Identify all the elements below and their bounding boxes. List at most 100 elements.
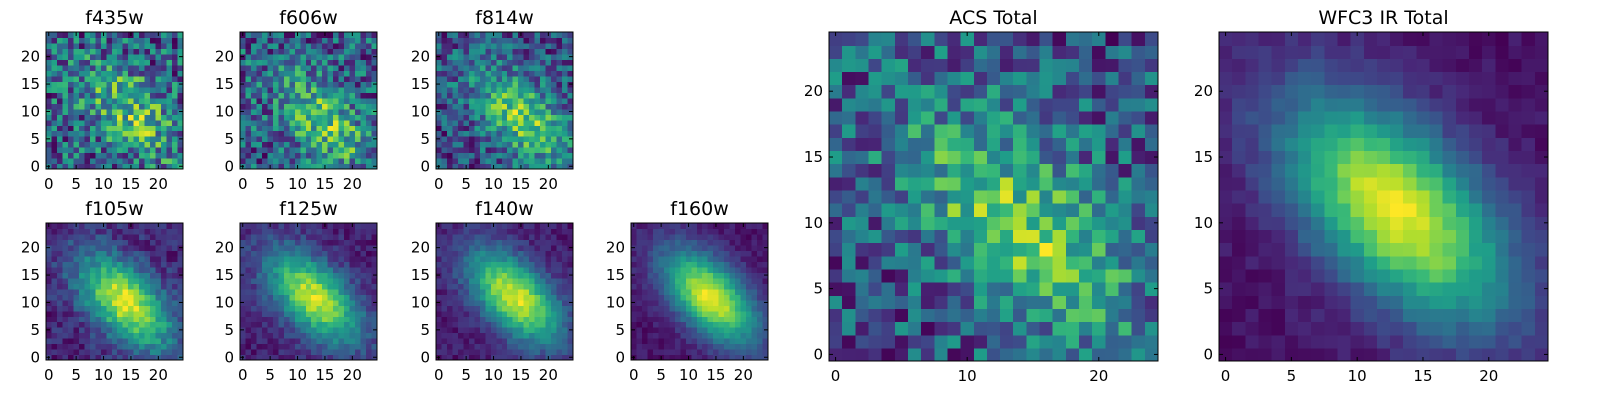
heatmap-cell [89, 283, 96, 290]
heatmap-cell [523, 305, 530, 312]
heatmap-cell [349, 81, 356, 88]
heatmap-cell [283, 114, 290, 121]
heatmap-cell [78, 354, 85, 361]
heatmap-cell [117, 130, 124, 137]
heatmap-cell [647, 272, 654, 279]
heatmap-cell [122, 327, 129, 334]
heatmap-cell [56, 48, 64, 55]
heatmap-cell [78, 125, 85, 132]
heatmap-cell [567, 48, 574, 55]
heatmap-cell [436, 261, 443, 268]
heatmap-cell [534, 255, 541, 262]
heatmap-cell [144, 158, 151, 165]
heatmap-cell [84, 108, 91, 115]
heatmap-cell [256, 283, 263, 290]
heatmap-cell [457, 332, 464, 339]
heatmap-cell [360, 125, 367, 132]
heatmap-cell [529, 288, 536, 295]
heatmap-cell [272, 239, 279, 246]
heatmap-cell [100, 37, 107, 44]
heatmap-cell [729, 327, 736, 334]
heatmap-cell [122, 288, 129, 295]
heatmap-cell [366, 255, 373, 262]
heatmap-cell [327, 233, 334, 241]
heatmap-cell [735, 354, 742, 361]
heatmap-cell [868, 242, 883, 257]
heatmap-cell [338, 327, 345, 334]
heatmap-cell [707, 266, 714, 273]
heatmap-cell [540, 92, 547, 99]
heatmap-cell [696, 250, 703, 257]
heatmap-cell [89, 272, 96, 279]
heatmap-cell [658, 332, 665, 339]
heatmap-cell [261, 261, 268, 268]
heatmap-cell [490, 37, 497, 44]
heatmap-cell [658, 288, 665, 295]
heatmap-cell [696, 316, 703, 323]
heatmap-cell [144, 228, 151, 235]
heatmap-cell [106, 119, 113, 126]
heatmap-cell [250, 141, 258, 148]
heatmap-cell [133, 310, 140, 317]
x-tick-label: 5 [71, 366, 81, 384]
heatmap-cell [529, 233, 536, 241]
heatmap-cell [1052, 321, 1067, 336]
heatmap-cell [177, 141, 184, 148]
heatmap-cell [250, 343, 258, 350]
heatmap-cell [240, 261, 247, 268]
heatmap-cell [973, 203, 988, 217]
heatmap-cell [474, 64, 481, 71]
heatmap-cell [172, 283, 179, 290]
heatmap-cell [1013, 282, 1027, 296]
heatmap-cell [172, 163, 179, 170]
heatmap-cell [652, 277, 659, 284]
heatmap-cell [56, 250, 64, 257]
heatmap-cell [457, 48, 464, 55]
heatmap-cell [729, 233, 736, 241]
heatmap-cell [161, 316, 168, 323]
heatmap-cell [641, 288, 649, 295]
heatmap-cell [311, 255, 318, 262]
heatmap-cell [518, 53, 525, 60]
heatmap-cell [1118, 242, 1133, 257]
heatmap-cell [150, 147, 157, 154]
heatmap-cell [155, 266, 162, 273]
heatmap-cell [496, 163, 503, 170]
heatmap-cell [122, 64, 129, 71]
heatmap-cell [67, 97, 74, 104]
heatmap-cell [316, 283, 323, 290]
heatmap-cell [155, 321, 162, 328]
heatmap-cell [333, 59, 340, 66]
heatmap-cell [73, 75, 80, 82]
heatmap-cell [446, 136, 454, 143]
heatmap-cell [855, 176, 870, 191]
heatmap-cell [267, 59, 274, 66]
heatmap-cell [562, 233, 569, 241]
heatmap-cell [245, 288, 252, 295]
heatmap-cell [529, 294, 536, 301]
heatmap-cell [305, 305, 312, 312]
heatmap-cell [529, 250, 536, 257]
heatmap-cell [294, 136, 301, 143]
heatmap-cell [245, 42, 252, 50]
heatmap-cells [631, 223, 769, 361]
heatmap-cell [73, 233, 80, 241]
heatmap-cell [56, 97, 64, 104]
heatmap-cell [333, 250, 340, 257]
heatmap-cell [73, 327, 80, 334]
heatmap-cell [272, 228, 279, 235]
heatmap-cell [371, 349, 378, 356]
heatmap-cell [663, 327, 670, 334]
heatmap-cell [1039, 242, 1054, 257]
heatmap-cell [46, 228, 53, 235]
heatmap-cell [51, 136, 58, 143]
heatmap-cell [177, 316, 184, 323]
heatmap-cell [707, 228, 714, 235]
heatmap-cell [89, 119, 96, 126]
heatmap-cell [316, 81, 323, 88]
heatmap-cell [479, 130, 486, 137]
heatmap-cell [360, 37, 367, 44]
heatmap-cell [283, 130, 290, 137]
heatmap-cell [540, 239, 547, 246]
heatmap-cell [567, 130, 574, 137]
